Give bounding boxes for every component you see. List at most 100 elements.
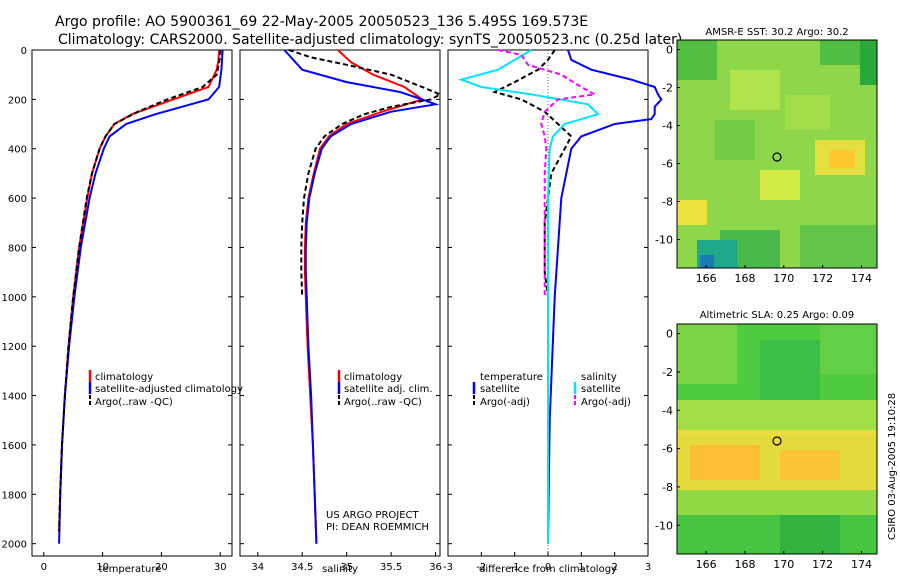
x-tick-label: 1 bbox=[578, 562, 584, 573]
map-x-tick-label: 168 bbox=[734, 558, 755, 571]
legend-temperature-title: temperature bbox=[480, 372, 543, 383]
difference-legend: temperature satellite Argo(-adj) salinit… bbox=[472, 372, 631, 408]
map-y-tick-label: -6 bbox=[662, 443, 673, 456]
x-tick-label: 35.5 bbox=[380, 562, 402, 573]
temperature-x-axis: 0 10 20 30 bbox=[32, 49, 232, 573]
x-tick-label: 0 bbox=[545, 562, 551, 573]
map-x-tick-label: 174 bbox=[851, 558, 872, 571]
legend-label-climatology: climatology bbox=[344, 372, 402, 383]
legend-label-argo: Argo(..raw -QC) bbox=[95, 397, 173, 408]
x-tick-label: 34.5 bbox=[291, 562, 313, 573]
sla-map-frame bbox=[676, 323, 878, 555]
project-name: US ARGO PROJECT bbox=[326, 510, 420, 521]
depth-tick-label: 1600 bbox=[2, 441, 27, 452]
depth-tick-label: 400 bbox=[8, 145, 27, 156]
legend-label-temp-argo: Argo(-adj) bbox=[480, 397, 530, 408]
depth-tick-label: 0 bbox=[21, 46, 27, 57]
map-x-tick-label: 166 bbox=[696, 558, 717, 571]
temperature-xlabel: temperature bbox=[99, 564, 162, 575]
x-tick-label: 3 bbox=[645, 562, 651, 573]
legend-label-argo: Argo(..raw -QC) bbox=[344, 397, 422, 408]
map-x-tick-label: 170 bbox=[773, 558, 794, 571]
legend-label-sal-satellite: satellite bbox=[581, 384, 621, 395]
map-x-tick-label: 172 bbox=[812, 272, 833, 285]
sst-map-axes: 166 168 170 172 174 0 -2 -4 -6 -8 -10 bbox=[655, 44, 872, 286]
sst-cell bbox=[730, 70, 780, 110]
sst-cell bbox=[785, 95, 830, 130]
profile-line bbox=[58, 49, 221, 532]
map-x-tick-label: 174 bbox=[851, 272, 872, 285]
depth-tick-label: 2000 bbox=[2, 540, 27, 551]
map-y-tick-label: 0 bbox=[666, 44, 673, 57]
sst-cell bbox=[677, 40, 717, 80]
depth-tick-label: 200 bbox=[8, 95, 27, 106]
sst-cell bbox=[715, 120, 755, 160]
sst-cell bbox=[800, 225, 877, 268]
sla-map-title: Altimetric SLA: 0.25 Argo: 0.09 bbox=[700, 310, 855, 321]
map-y-tick-label: -2 bbox=[662, 366, 673, 379]
sla-cell bbox=[677, 515, 877, 554]
x-tick-label: 30 bbox=[214, 562, 227, 573]
temperature-profiles bbox=[58, 49, 224, 544]
sla-cell bbox=[677, 400, 877, 435]
x-tick-label: 10 bbox=[96, 562, 109, 573]
profile-line bbox=[58, 50, 222, 532]
profile-line bbox=[283, 49, 440, 544]
temperature-legend: climatology satellite-adjusted climatolo… bbox=[88, 370, 243, 408]
difference-xlabel: difference from climatology bbox=[479, 564, 617, 575]
map-y-tick-label: -2 bbox=[662, 82, 673, 95]
x-tick-label: -3 bbox=[443, 562, 453, 573]
salinity-legend: climatology satellite adj. clim. Argo(..… bbox=[337, 370, 433, 408]
map-y-tick-label: 0 bbox=[666, 328, 673, 341]
csiro-timestamp: CSIRO 03-Aug-2005 19:10:28 bbox=[887, 393, 898, 540]
sst-cell bbox=[677, 200, 707, 225]
map-x-tick-label: 172 bbox=[812, 558, 833, 571]
legend-label-sal-argo: Argo(-adj) bbox=[581, 397, 631, 408]
map-y-tick-label: -10 bbox=[655, 234, 673, 247]
salinity-panel-frame bbox=[239, 49, 441, 557]
depth-axis: 0 200 400 600 800 1000 1200 1400 1600 1800 2000 bbox=[2, 46, 27, 551]
legend-label-satellite: satellite-adjusted climatology bbox=[95, 384, 243, 395]
figure-title-line2: Climatology: CARS2000. Satellite-adjuste… bbox=[58, 32, 682, 48]
sla-cell bbox=[690, 445, 760, 480]
argo-float-marker bbox=[772, 152, 782, 162]
sst-cell bbox=[830, 150, 855, 168]
map-y-tick-label: -10 bbox=[655, 519, 673, 532]
map-x-tick-label: 170 bbox=[773, 272, 794, 285]
sst-cell bbox=[760, 170, 800, 200]
salinity-xlabel: salinity bbox=[322, 564, 358, 575]
x-tick-label: -2 bbox=[476, 562, 486, 573]
sst-cell bbox=[700, 255, 714, 268]
legend-label-climatology: climatology bbox=[95, 372, 153, 383]
x-tick-label: 35 bbox=[340, 562, 353, 573]
sla-heatmap bbox=[677, 324, 877, 554]
sla-cell bbox=[760, 340, 820, 400]
map-x-tick-label: 168 bbox=[734, 272, 755, 285]
temperature-panel-frame bbox=[31, 49, 233, 557]
sst-map-title: AMSR-E SST: 30.2 Argo: 30.2 bbox=[705, 27, 848, 38]
sst-cell bbox=[820, 40, 860, 65]
argo-float-marker bbox=[772, 436, 782, 446]
sst-cell bbox=[860, 40, 877, 85]
x-tick-label: 20 bbox=[155, 562, 168, 573]
sla-map-axes: 166 168 170 172 174 0 -2 -4 -6 -8 -10 bbox=[655, 328, 872, 571]
map-y-tick-label: -8 bbox=[662, 196, 673, 209]
sla-cell bbox=[677, 490, 877, 515]
map-y-tick-label: -4 bbox=[662, 404, 673, 417]
depth-tick-label: 1000 bbox=[2, 293, 27, 304]
legend-label-temp-satellite: satellite bbox=[480, 384, 520, 395]
sla-cell bbox=[820, 324, 877, 374]
map-y-tick-label: -8 bbox=[662, 481, 673, 494]
depth-tick-label: 1800 bbox=[2, 490, 27, 501]
depth-tick-label: 800 bbox=[8, 243, 27, 254]
profile-line bbox=[491, 49, 573, 297]
x-tick-label: -1 bbox=[510, 562, 520, 573]
x-tick-label: 0 bbox=[41, 562, 47, 573]
sla-cell bbox=[677, 324, 737, 384]
depth-tick-label: 1400 bbox=[2, 392, 27, 403]
profile-line bbox=[288, 49, 443, 297]
profile-line bbox=[497, 49, 598, 297]
sla-cell bbox=[780, 450, 840, 480]
sla-cell bbox=[780, 515, 840, 554]
salinity-profiles bbox=[283, 49, 443, 544]
